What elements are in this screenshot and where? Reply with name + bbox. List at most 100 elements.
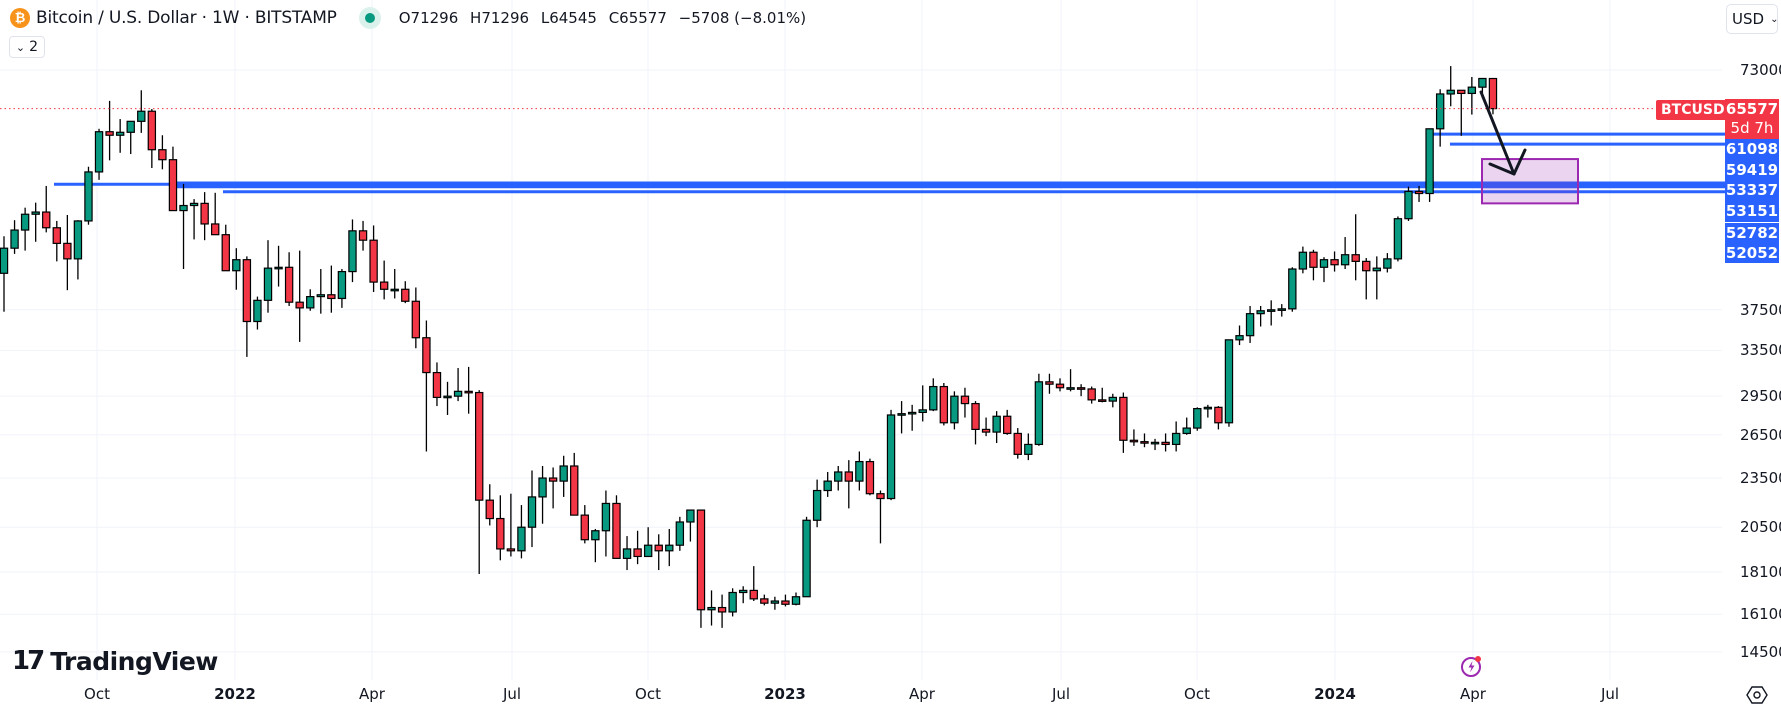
price-tick-label: 18100 xyxy=(1740,563,1781,582)
candle xyxy=(105,131,114,136)
candle xyxy=(675,521,685,546)
market-status-icon[interactable] xyxy=(358,7,381,29)
candle xyxy=(496,517,505,550)
candle xyxy=(115,131,125,136)
currency-label: USD xyxy=(1732,10,1765,28)
time-tick-label: Jul xyxy=(1051,685,1071,703)
close-value: 65577 xyxy=(619,9,667,27)
candle xyxy=(1161,441,1170,446)
candle xyxy=(73,220,83,260)
candle xyxy=(1224,339,1234,424)
candle xyxy=(855,460,864,482)
candle xyxy=(1266,309,1276,312)
candle xyxy=(1214,406,1223,424)
candle xyxy=(1298,251,1308,270)
candle xyxy=(960,395,970,405)
candle xyxy=(485,499,494,520)
time-tick-label: Apr xyxy=(909,685,935,703)
symbol-title[interactable]: Bitcoin / U.S. Dollar · 1W · BITSTAMP xyxy=(36,8,337,28)
candle xyxy=(1478,77,1487,88)
change-value: −5708 (−8.01%) xyxy=(678,9,807,27)
candle xyxy=(622,548,632,559)
indicator-count: 2 xyxy=(29,39,39,55)
horizontal-levels[interactable] xyxy=(54,132,1725,194)
candle xyxy=(686,509,695,523)
drawn-arrow[interactable] xyxy=(1479,90,1527,176)
candle xyxy=(1457,89,1466,95)
time-tick-label: Oct xyxy=(1184,685,1210,703)
candle xyxy=(1203,406,1213,410)
time-tick-label: 2023 xyxy=(764,685,806,703)
candle xyxy=(158,149,167,161)
candle xyxy=(221,234,230,272)
time-tick-label: Oct xyxy=(635,685,661,703)
chart-grid xyxy=(0,0,1722,680)
candle xyxy=(538,477,547,498)
candle xyxy=(950,395,959,424)
level-badge: 61098 xyxy=(1725,140,1779,158)
time-tick-label: Jul xyxy=(1600,685,1620,703)
candle xyxy=(1414,190,1424,195)
time-tick-label: 2022 xyxy=(214,685,256,703)
tradingview-logo[interactable]: 17 TradingView xyxy=(12,646,218,676)
candle xyxy=(443,395,452,399)
candle xyxy=(527,496,537,528)
candle xyxy=(791,596,801,605)
candle xyxy=(295,301,304,309)
candle xyxy=(591,530,600,541)
candle xyxy=(517,526,526,552)
candle xyxy=(1182,427,1191,435)
candle xyxy=(1277,308,1286,311)
candle xyxy=(369,239,378,283)
candle xyxy=(717,606,727,613)
candle xyxy=(306,296,315,309)
price-tick-label: 33500 xyxy=(1740,341,1781,360)
candle xyxy=(1467,86,1477,95)
candle xyxy=(707,606,716,611)
candle xyxy=(1319,259,1329,268)
candle xyxy=(137,110,146,122)
candle xyxy=(242,259,252,323)
candle xyxy=(802,519,811,598)
candle xyxy=(84,171,93,222)
candle xyxy=(612,502,621,559)
candle xyxy=(52,227,62,244)
candle xyxy=(1340,254,1350,266)
candle xyxy=(971,402,980,430)
symbol-price-tag: BTCUSD xyxy=(1656,100,1730,120)
time-tick-label: Apr xyxy=(1460,685,1486,703)
candle xyxy=(1383,258,1392,269)
time-tick-label: Oct xyxy=(84,685,110,703)
lightning-icon[interactable] xyxy=(1460,654,1484,678)
candle xyxy=(1129,439,1139,443)
price-tick-label: 20500 xyxy=(1740,518,1781,537)
candle xyxy=(1351,254,1360,262)
candle xyxy=(570,465,579,516)
candle xyxy=(284,266,294,303)
candle xyxy=(168,159,178,212)
time-tick-label: Jul xyxy=(502,685,522,703)
candle xyxy=(1076,387,1086,390)
currency-select[interactable]: USD ⌄ xyxy=(1726,4,1778,34)
candle xyxy=(643,544,653,558)
level-badges: 61098 59419 53337 53151 52782 52052 xyxy=(1725,139,1779,263)
candle xyxy=(992,415,1001,433)
candle xyxy=(1362,260,1371,272)
ohlc-values: O71296 H71296 L64545 C65577 −5708 (−8.01… xyxy=(398,9,807,27)
candle xyxy=(1435,93,1445,130)
candles[interactable] xyxy=(0,66,1498,628)
bitcoin-logo-icon: ₿ xyxy=(10,8,30,28)
price-tick-label: 29500 xyxy=(1740,387,1781,406)
last-price: 65577 xyxy=(1725,100,1779,118)
candle xyxy=(10,229,19,249)
candle xyxy=(823,480,832,492)
candle xyxy=(253,299,262,323)
candle xyxy=(929,385,938,411)
candle xyxy=(327,294,336,300)
collapse-indicators-button[interactable]: ⌄ 2 xyxy=(9,36,45,58)
settings-icon[interactable] xyxy=(1746,684,1768,706)
candle xyxy=(1288,268,1297,310)
candle xyxy=(665,544,674,552)
candle xyxy=(918,409,927,414)
